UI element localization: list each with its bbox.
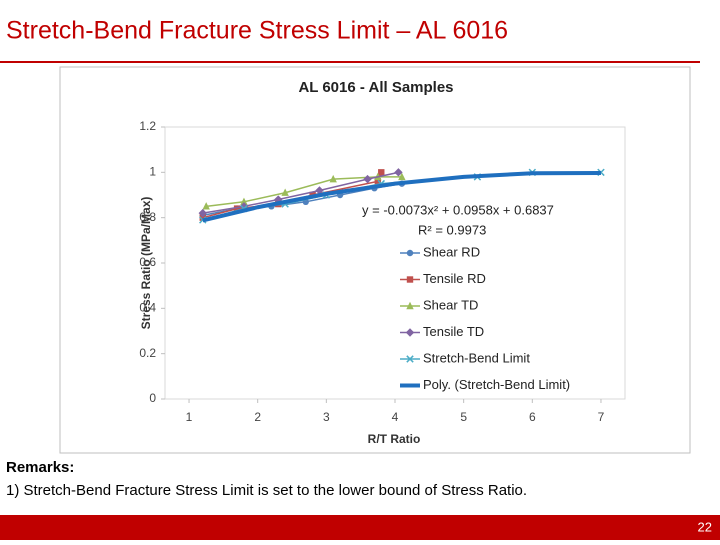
legend-label: Poly. (Stretch-Bend Limit) (423, 377, 570, 392)
point (198, 208, 207, 218)
point (406, 301, 414, 310)
legend-label: Tensile TD (423, 324, 484, 339)
x-tick-label: 4 (392, 410, 399, 424)
x-tick-label: 7 (598, 410, 605, 424)
point (281, 188, 289, 196)
point (329, 174, 337, 183)
point (240, 197, 248, 205)
point (398, 172, 406, 181)
x-tick-label: 3 (323, 410, 330, 424)
point (363, 174, 372, 184)
point (405, 328, 415, 337)
slide-title: Stretch-Bend Fracture Stress Limit – AL … (6, 17, 508, 45)
page-number: 22 (698, 519, 712, 534)
point (394, 168, 403, 177)
y-axis-label: Stress Ratio (MPa/Max) (139, 197, 153, 330)
point (315, 186, 324, 195)
legend-label: Tensile RD (423, 271, 486, 286)
x-tick-label: 5 (460, 410, 467, 424)
y-tick-label: 0 (149, 391, 156, 405)
x-tick-label: 2 (254, 410, 261, 424)
remark: 1) Stretch-Bend Fracture Stress Limit is… (6, 482, 527, 499)
point (378, 169, 385, 176)
r-squared: R² = 0.9973 (418, 222, 486, 237)
y-tick-label: 0.2 (139, 346, 156, 360)
point (199, 214, 206, 221)
y-tick-label: 1.2 (139, 119, 156, 133)
chart-title: AL 6016 - All Samples (298, 79, 453, 96)
trend-equation: y = -0.0073x² + 0.0958x + 0.6837 (362, 202, 554, 217)
remarks-heading: Remarks: (6, 459, 74, 476)
point (374, 178, 382, 185)
legend-label: Stretch-Bend Limit (423, 350, 530, 365)
trend-line (202, 171, 601, 223)
point (406, 355, 414, 363)
point (406, 249, 414, 257)
point (233, 205, 241, 212)
series-line (202, 171, 399, 214)
point (406, 276, 414, 283)
x-tick-label: 6 (529, 410, 536, 424)
y-tick-label: 0.8 (139, 210, 156, 224)
legend-label: Shear RD (423, 244, 480, 259)
y-tick-label: 1 (149, 165, 156, 179)
x-axis-label: R/T Ratio (368, 432, 421, 446)
y-tick-label: 0.6 (139, 255, 156, 269)
series-line (206, 176, 402, 208)
footer-bar (0, 515, 720, 540)
legend-label: Shear TD (423, 297, 478, 312)
x-tick-label: 1 (186, 410, 193, 424)
y-tick-label: 0.4 (139, 301, 156, 315)
point (202, 202, 210, 210)
